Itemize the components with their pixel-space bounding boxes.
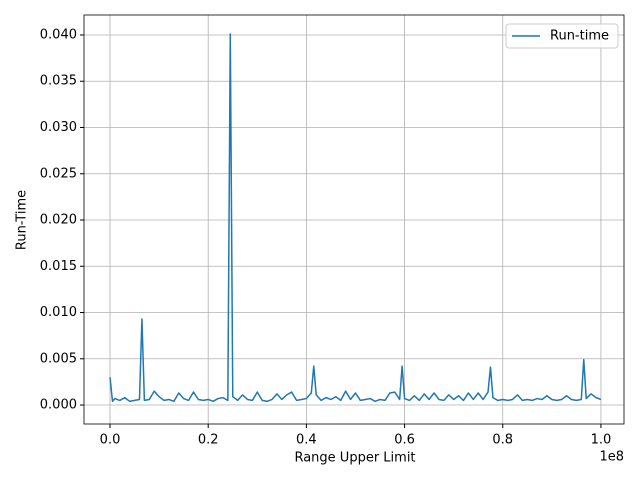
- y-tick-label: 0.040: [40, 27, 77, 42]
- y-tick-label: 0.035: [40, 74, 77, 89]
- legend-label: Run-time: [550, 29, 609, 44]
- data-line: [109, 33, 602, 403]
- legend-box: [505, 23, 619, 49]
- y-tick-label: 0.025: [40, 166, 77, 181]
- x-tick-label: 0.2: [198, 433, 219, 448]
- y-tick-label: 0.000: [40, 398, 77, 413]
- y-axis-label: Run-Time: [15, 190, 30, 250]
- x-tick-label: 0.4: [296, 433, 317, 448]
- plot-frame: [83, 14, 625, 425]
- x-tick-label: 0.8: [492, 433, 513, 448]
- x-tick-label: 0.0: [100, 433, 121, 448]
- y-tick-label: 0.015: [40, 259, 77, 274]
- y-tick-label: 0.005: [40, 351, 77, 366]
- x-tick-label: 0.6: [394, 433, 415, 448]
- y-tick-label: 0.030: [40, 120, 77, 135]
- y-tick-label: 0.010: [40, 305, 77, 320]
- x-tick-label: 1.0: [591, 433, 612, 448]
- y-tick-label: 0.020: [40, 213, 77, 228]
- x-axis-label: Range Upper Limit: [294, 451, 415, 466]
- x-offset-label: 1e8: [599, 450, 624, 465]
